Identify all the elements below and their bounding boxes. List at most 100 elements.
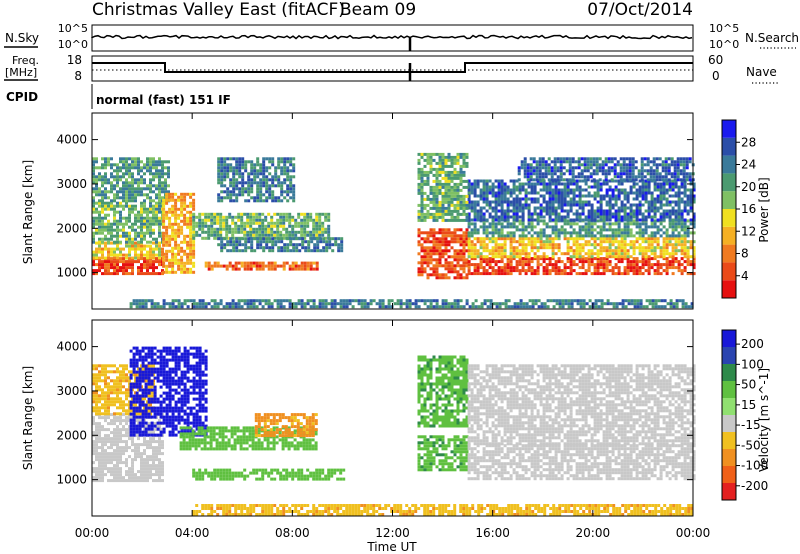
- heatmap-cell: [225, 215, 229, 219]
- heatmap-cell: [506, 197, 510, 201]
- heatmap-cell: [548, 209, 552, 213]
- heatmap-cell: [529, 157, 533, 161]
- heatmap-cell: [536, 260, 540, 264]
- heatmap-cell: [689, 200, 693, 204]
- heatmap-cell: [285, 261, 289, 265]
- heatmap-cell: [644, 252, 648, 256]
- heatmap-cell: [237, 218, 241, 222]
- heatmap-cell: [162, 237, 166, 241]
- heatmap-cell: [192, 255, 196, 259]
- heatmap-cell: [101, 225, 104, 229]
- heatmap-cell: [219, 233, 223, 237]
- heatmap-cell: [482, 272, 486, 276]
- heatmap-cell: [551, 255, 555, 259]
- heatmap-cell: [584, 252, 588, 256]
- heatmap-cell: [485, 255, 489, 259]
- heatmap-cell: [146, 244, 149, 248]
- heatmap-cell: [438, 200, 442, 204]
- heatmap-cell: [255, 230, 259, 234]
- heatmap-cell: [611, 222, 615, 226]
- heatmap-cell: [626, 249, 630, 253]
- heatmap-cell: [122, 257, 125, 261]
- heatmap-cell: [162, 255, 166, 259]
- heatmap-cell: [95, 157, 98, 161]
- heatmap-cell: [650, 194, 654, 198]
- heatmap-cell: [595, 172, 599, 176]
- heatmap-cell: [140, 256, 143, 260]
- heatmap-cell: [608, 269, 612, 273]
- heatmap-cell: [186, 270, 190, 274]
- heatmap-cell: [590, 249, 594, 253]
- heatmap-cell: [149, 240, 152, 244]
- heatmap-cell: [444, 243, 448, 247]
- heatmap-cell: [137, 219, 140, 223]
- heatmap-cell: [306, 212, 310, 216]
- heatmap-cell: [210, 299, 214, 303]
- heatmap-cell: [476, 231, 480, 235]
- heatmap-cell: [518, 182, 522, 186]
- heatmap-cell: [480, 302, 484, 306]
- heatmap-cell: [292, 190, 296, 194]
- heatmap-cell: [213, 264, 217, 268]
- heatmap-cell: [572, 197, 576, 201]
- heatmap-cell: [92, 250, 95, 254]
- heatmap-cell: [183, 267, 187, 271]
- heatmap-cell: [599, 218, 603, 222]
- heatmap-cell: [647, 237, 651, 241]
- heatmap-cell: [219, 221, 223, 225]
- heatmap-cell: [521, 203, 525, 207]
- heatmap-cell: [611, 212, 615, 216]
- heatmap-cell: [577, 160, 581, 164]
- heatmap-cell: [465, 206, 469, 210]
- heatmap-cell: [143, 201, 146, 205]
- heatmap-cell: [235, 187, 239, 191]
- heatmap-cell: [92, 207, 95, 211]
- heatmap-cell: [417, 267, 421, 271]
- heatmap-cell: [533, 257, 537, 261]
- heatmap-cell: [692, 260, 696, 264]
- heatmap-cell: [183, 195, 187, 199]
- heatmap-cell: [171, 305, 175, 309]
- heatmap-cell: [587, 200, 591, 204]
- heatmap-cell: [539, 212, 543, 216]
- heatmap-cell: [533, 206, 537, 210]
- heatmap-cell: [676, 157, 680, 161]
- heatmap-cell: [533, 191, 537, 195]
- heatmap-cell: [158, 247, 161, 251]
- heatmap-cell: [500, 222, 504, 226]
- heatmap-cell: [435, 264, 439, 268]
- heatmap-cell: [459, 255, 463, 259]
- heatmap-cell: [441, 302, 445, 306]
- heatmap-cell: [210, 224, 214, 228]
- heatmap-cell: [420, 182, 424, 186]
- heatmap-cell: [237, 302, 241, 306]
- heatmap-cell: [174, 216, 178, 220]
- heatmap-cell: [222, 224, 226, 228]
- heatmap-cell: [258, 261, 262, 265]
- heatmap-cell: [183, 270, 187, 274]
- heatmap-cell: [473, 179, 477, 183]
- heatmap-cell: [536, 182, 540, 186]
- heatmap-cell: [548, 206, 552, 210]
- heatmap-cell: [664, 163, 668, 167]
- heatmap-cell: [572, 191, 576, 195]
- heatmap-cell: [104, 222, 107, 226]
- heatmap-cell: [578, 272, 582, 276]
- heatmap-cell: [515, 200, 519, 204]
- heatmap-cell: [268, 237, 272, 241]
- heatmap-cell: [521, 215, 525, 219]
- heatmap-cell: [140, 253, 143, 257]
- heatmap-cell: [569, 263, 573, 267]
- heatmap-cell: [626, 255, 630, 259]
- heatmap-cell: [444, 188, 448, 192]
- heatmap-cell: [673, 178, 677, 182]
- heatmap-cell: [155, 172, 158, 176]
- heatmap-cell: [539, 194, 543, 198]
- heatmap-cell: [156, 305, 160, 309]
- heatmap-cell: [226, 240, 230, 244]
- heatmap-cell: [316, 249, 320, 253]
- heatmap-cell: [152, 160, 155, 164]
- heatmap-cell: [161, 175, 164, 179]
- heatmap-cell: [177, 246, 181, 250]
- heatmap-cell: [289, 184, 293, 188]
